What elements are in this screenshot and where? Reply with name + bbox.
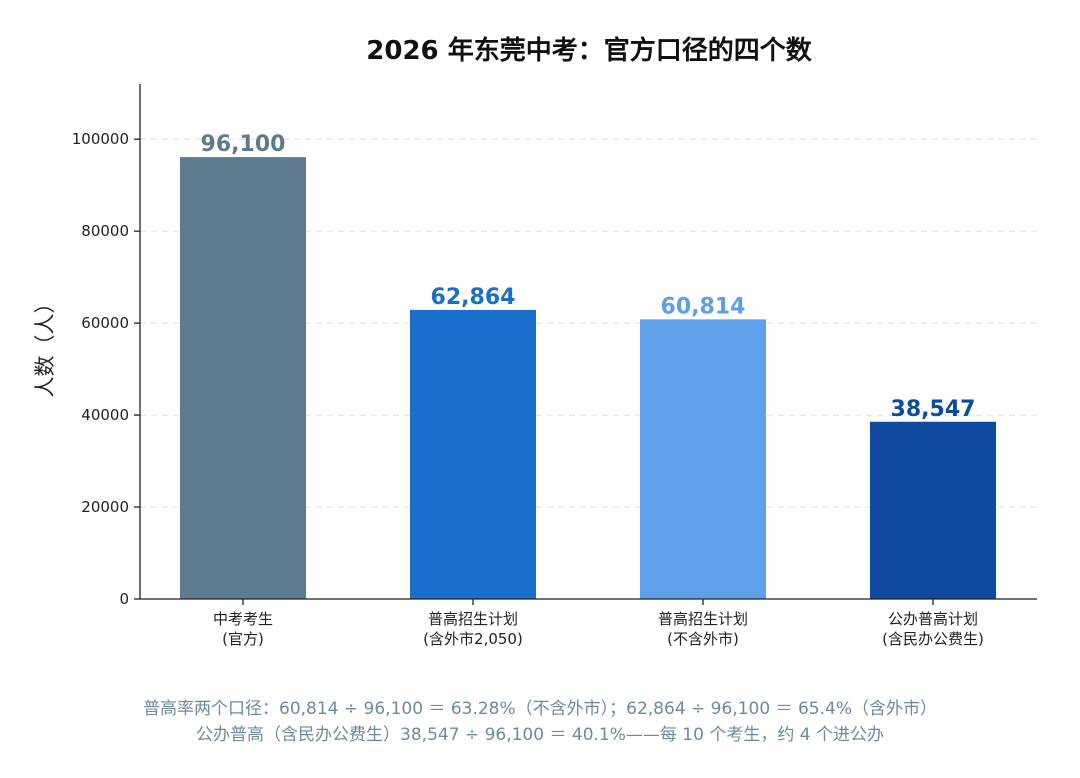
y-tick-label-100000: 100000 [72, 130, 129, 148]
x-tick-label-2-line-1: 普高招生计划 [428, 610, 518, 628]
x-tick-label-3-line-1: 普高招生计划 [658, 610, 748, 628]
bar-1 [180, 157, 306, 599]
y-tick-labels: 0 20000 40000 60000 80000 100000 [72, 130, 140, 608]
bars [180, 157, 996, 599]
data-labels: 96,100 62,864 60,814 38,547 [201, 132, 976, 422]
bar-chart: 2026 年东莞中考：官方口径的四个数 人数（人） 96,100 62,864 60… [33, 35, 1037, 648]
y-tick-label-0: 0 [119, 590, 129, 608]
y-tick-label-40000: 40000 [81, 406, 129, 424]
bar-4 [870, 421, 996, 599]
x-tick-labels: 中考考生 (官方) 普高招生计划 (含外市2,050) 普高招生计划 (不含外市) 公办普高… [213, 599, 984, 648]
data-label-2: 62,864 [431, 285, 516, 310]
axes [139, 84, 1037, 600]
data-label-1: 96,100 [201, 132, 286, 157]
y-tick-label-80000: 80000 [81, 222, 129, 240]
x-tick-label-3-line-2: (不含外市) [667, 630, 739, 648]
bar-2 [410, 309, 536, 599]
footnote-line-2: 公办普高（含民办公费生）38,547 ÷ 96,100 ＝ 40.1%——每 1… [196, 725, 884, 745]
chart-title: 2026 年东莞中考：官方口径的四个数 [366, 35, 812, 66]
x-tick-label-4-line-1: 公办普高计划 [888, 610, 978, 628]
footnote-line-1: 普高率两个口径：60,814 ÷ 96,100 ＝ 63.28%（不含外市）；6… [143, 699, 937, 719]
x-tick-label-1-line-1: 中考考生 [213, 610, 273, 628]
x-tick-label-4-line-2: (含民办公费生) [882, 630, 984, 648]
y-axis-label: 人数（人） [33, 293, 57, 398]
x-tick-label-2-line-2: (含外市2,050) [423, 630, 523, 648]
y-tick-label-20000: 20000 [81, 498, 129, 516]
x-tick-label-1-line-2: (官方) [222, 630, 264, 648]
bar-3 [640, 319, 766, 599]
data-label-4: 38,547 [891, 397, 976, 422]
data-label-3: 60,814 [661, 294, 746, 319]
y-tick-label-60000: 60000 [81, 314, 129, 332]
